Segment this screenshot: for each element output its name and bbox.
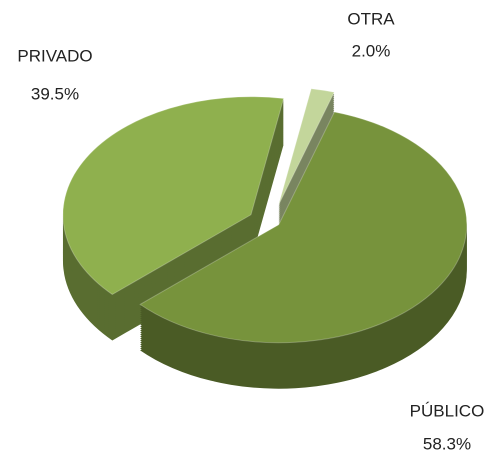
slice [278,88,335,206]
category-label: PÚBLICO [410,401,485,420]
value-label: 58.3% [423,434,471,453]
slice [139,111,468,344]
slice [62,96,285,296]
category-label: OTRA [347,9,395,28]
value-label: 2.0% [352,41,391,60]
value-label: 39.5% [31,84,79,103]
category-label: PRIVADO [17,46,92,65]
